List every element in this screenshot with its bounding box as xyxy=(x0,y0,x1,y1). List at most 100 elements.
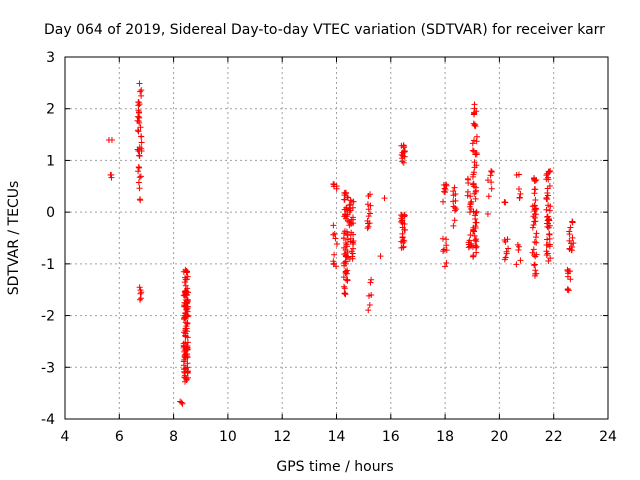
data-cluster xyxy=(180,266,191,385)
data-point xyxy=(517,190,524,197)
data-point xyxy=(441,263,448,270)
data-point xyxy=(402,227,409,234)
data-point xyxy=(182,266,189,273)
data-point xyxy=(466,209,473,216)
data-point xyxy=(182,333,189,340)
data-point xyxy=(366,302,373,309)
data-point xyxy=(135,168,142,175)
data-point xyxy=(399,234,406,241)
data-point xyxy=(137,173,144,180)
data-point xyxy=(469,147,476,154)
x-tick-label: 20 xyxy=(490,429,508,445)
data-point xyxy=(136,119,143,126)
data-point xyxy=(333,263,340,270)
data-cluster xyxy=(136,284,145,303)
data-point xyxy=(331,251,338,258)
data-point xyxy=(546,243,553,250)
data-point xyxy=(135,148,142,155)
data-cluster xyxy=(107,171,115,181)
data-point xyxy=(180,358,187,365)
data-point xyxy=(340,274,347,281)
data-point xyxy=(367,210,374,217)
data-point xyxy=(349,253,356,260)
data-cluster xyxy=(365,276,375,314)
data-point xyxy=(365,292,372,299)
data-point xyxy=(488,167,495,174)
data-point xyxy=(137,124,144,131)
data-point xyxy=(344,243,351,250)
data-point xyxy=(544,223,551,230)
data-point xyxy=(346,209,353,216)
data-point xyxy=(344,231,351,238)
x-tick-label: 16 xyxy=(382,429,400,445)
y-tick-label: -1 xyxy=(41,257,55,273)
data-point xyxy=(531,214,538,221)
data-point xyxy=(138,133,145,140)
data-cluster xyxy=(566,218,577,254)
data-point xyxy=(341,262,348,269)
data-point xyxy=(564,266,571,273)
data-point xyxy=(467,193,474,200)
chart-title: Day 064 of 2019, Sidereal Day-to-day VTE… xyxy=(44,22,605,38)
data-point xyxy=(530,246,537,253)
data-point xyxy=(531,262,538,269)
data-point xyxy=(488,169,495,176)
data-point xyxy=(136,185,143,192)
data-point xyxy=(350,241,357,248)
data-cluster xyxy=(439,235,450,270)
x-tick-label: 10 xyxy=(219,429,237,445)
data-point xyxy=(340,244,347,251)
data-point xyxy=(473,209,480,216)
data-point xyxy=(544,220,551,227)
data-point xyxy=(472,237,479,244)
data-point xyxy=(183,312,190,319)
data-point xyxy=(135,164,142,171)
data-point xyxy=(182,276,189,283)
data-point xyxy=(471,164,478,171)
data-point xyxy=(368,276,375,283)
data-point xyxy=(400,159,407,166)
data-point xyxy=(182,282,189,289)
data-point xyxy=(471,109,478,116)
data-point xyxy=(349,214,356,221)
data-point xyxy=(485,193,492,200)
data-point xyxy=(467,232,474,239)
data-point xyxy=(440,246,447,253)
data-point xyxy=(501,256,508,263)
data-point xyxy=(184,297,191,304)
x-tick-label: 12 xyxy=(273,429,291,445)
data-point xyxy=(342,252,349,259)
data-point xyxy=(473,219,480,226)
data-point xyxy=(546,230,553,237)
data-point xyxy=(136,152,143,159)
data-point xyxy=(399,219,406,226)
data-point xyxy=(450,203,457,210)
data-point xyxy=(365,307,372,314)
data-point xyxy=(347,207,354,214)
y-axis-label: SDTVAR / TECUs xyxy=(6,181,22,296)
y-tick-label: 0 xyxy=(46,205,55,221)
data-point xyxy=(341,192,348,199)
data-point xyxy=(398,151,405,158)
data-point xyxy=(108,137,115,144)
data-point xyxy=(184,368,191,375)
data-point xyxy=(181,353,188,360)
data-point xyxy=(530,221,537,228)
data-point xyxy=(566,237,573,244)
data-cluster xyxy=(398,211,409,251)
data-point xyxy=(545,224,552,231)
data-point xyxy=(341,213,348,220)
data-cluster xyxy=(177,398,186,407)
data-point xyxy=(344,276,351,283)
data-point xyxy=(565,270,572,277)
data-point xyxy=(136,80,143,87)
data-point xyxy=(138,139,145,146)
data-point xyxy=(471,159,478,166)
data-point xyxy=(340,235,347,242)
data-point xyxy=(348,229,355,236)
data-point xyxy=(533,239,540,246)
data-point xyxy=(532,178,539,185)
data-point xyxy=(181,366,188,373)
x-tick-label: 8 xyxy=(169,429,178,445)
